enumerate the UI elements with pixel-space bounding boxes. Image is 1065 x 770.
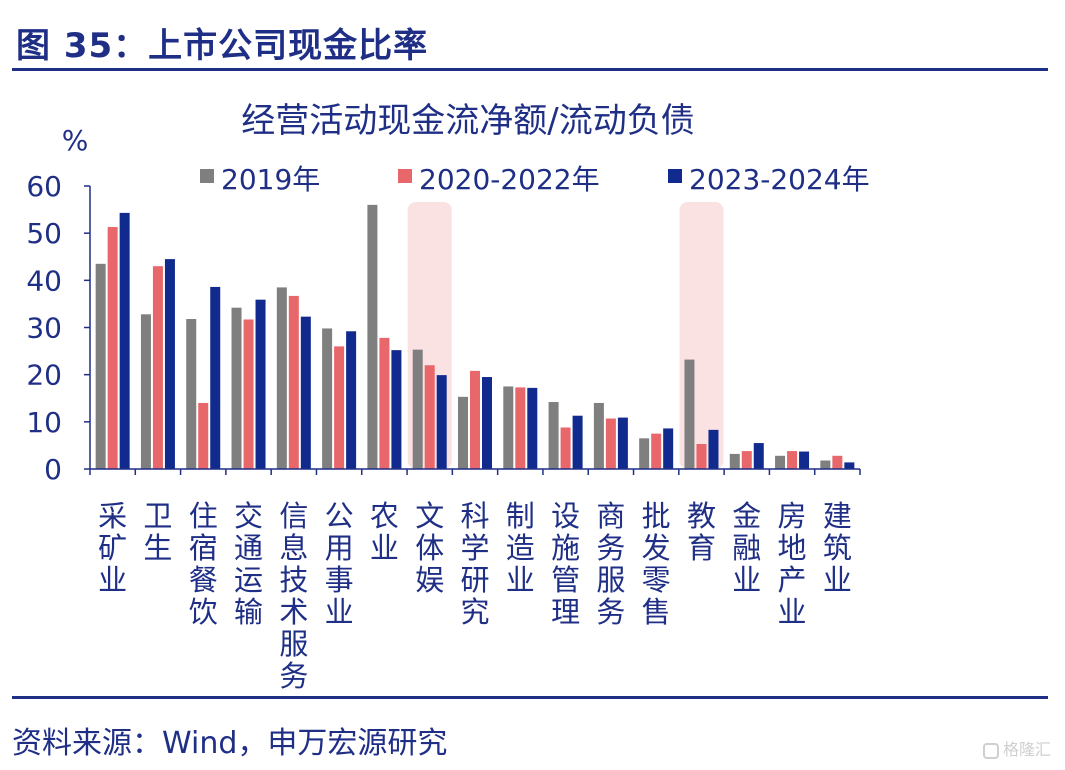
y-axis-unit: %	[62, 124, 89, 157]
x-tick-label: 批发零售	[642, 499, 671, 629]
bar	[696, 444, 707, 469]
axes	[89, 186, 861, 475]
x-tick-label: 设施管理	[551, 499, 580, 629]
bar	[288, 295, 299, 469]
bar	[741, 451, 752, 469]
bar	[572, 415, 583, 469]
bar	[617, 417, 628, 469]
x-tick-label: 卫生	[143, 499, 172, 565]
bar	[107, 227, 118, 469]
bar	[412, 349, 423, 469]
x-tick-label: 公用事业	[325, 499, 354, 629]
bar	[95, 263, 106, 469]
x-tick-label: 建筑业	[823, 499, 852, 597]
legend-swatch	[668, 169, 682, 183]
x-tick-label: 教育	[687, 499, 716, 565]
bar	[787, 451, 798, 469]
bar	[424, 365, 435, 469]
figure-title: 图 35：上市公司现金比率	[16, 26, 429, 66]
bar	[300, 316, 311, 469]
bar	[663, 428, 674, 469]
legend-label: 2019年	[221, 163, 320, 196]
legend-label: 2020-2022年	[419, 163, 600, 196]
x-tick-label: 商务服务	[596, 499, 625, 629]
bar	[605, 418, 616, 469]
bar	[346, 331, 357, 469]
bar	[119, 212, 130, 469]
bar	[729, 453, 740, 469]
bar	[820, 460, 831, 469]
source-note: 资料来源：Wind，申万宏源研究	[12, 726, 448, 761]
bar	[470, 370, 480, 469]
x-tick-label: 科学研究	[460, 499, 489, 629]
bar	[548, 402, 559, 469]
bar	[152, 266, 163, 469]
bar	[593, 402, 604, 469]
bottom-rule	[12, 696, 1048, 699]
bar	[198, 402, 209, 469]
bar	[753, 443, 764, 469]
bar	[708, 429, 719, 469]
bar	[140, 314, 151, 469]
bar	[276, 287, 287, 469]
legend-swatch	[200, 169, 214, 183]
legend: 2019年 2020-2022年 2023-2024年	[200, 163, 870, 196]
bar	[391, 350, 402, 469]
y-tick-label: 10	[26, 406, 62, 439]
bar	[684, 359, 695, 469]
x-tick-label: 金融业	[732, 499, 761, 597]
x-tick-label: 农业	[370, 499, 399, 565]
bar	[458, 396, 468, 469]
bar	[243, 319, 254, 469]
x-axis-labels: 采矿业卫生住宿餐饮交通运输信息技术服务公用事业农业文体娱科学研究制造业设施管理商…	[98, 499, 852, 693]
y-tick-label: 0	[44, 453, 62, 486]
x-tick-label: 采矿业	[98, 499, 127, 597]
bar	[639, 438, 650, 469]
bar	[334, 346, 345, 469]
watermark-text: 格隆汇	[1002, 740, 1051, 759]
top-rule	[12, 68, 1048, 71]
watermark-logo-icon	[982, 743, 999, 759]
bar	[515, 387, 526, 469]
x-tick-label: 文体娱	[415, 499, 444, 597]
bar	[832, 455, 843, 469]
chart: 经营活动现金流净额/流动负债 % 2019年 2020-2022年 2023-202…	[26, 101, 870, 693]
bar	[322, 328, 333, 469]
y-axis-ticks: 0 10 20 30 40 50 60	[26, 170, 90, 486]
y-tick-label: 30	[26, 312, 62, 345]
legend-swatch	[398, 169, 412, 183]
bar	[231, 307, 242, 469]
x-tick-label: 房地产业	[778, 499, 807, 629]
x-tick-label: 制造业	[506, 499, 535, 597]
x-tick-label: 住宿餐饮	[189, 499, 218, 629]
y-tick-label: 20	[26, 359, 62, 392]
bar	[186, 319, 197, 469]
bar	[164, 259, 175, 469]
bar	[210, 286, 221, 469]
legend-label: 2023-2024年	[689, 163, 870, 196]
bar	[482, 377, 492, 469]
bars	[95, 204, 855, 469]
x-tick-label: 信息技术服务	[279, 499, 308, 693]
bar	[367, 204, 378, 469]
bar	[379, 337, 390, 469]
bar	[436, 375, 447, 469]
bar	[503, 386, 514, 469]
y-tick-label: 50	[26, 217, 62, 250]
bar	[799, 451, 810, 469]
y-tick-label: 60	[26, 170, 62, 203]
bar	[560, 427, 571, 469]
bar	[255, 299, 266, 469]
bar	[844, 462, 855, 469]
y-tick-label: 40	[26, 264, 62, 297]
chart-title: 经营活动现金流净额/流动负债	[241, 101, 694, 141]
x-tick-label: 交通运输	[234, 499, 263, 629]
bar	[775, 455, 786, 469]
bar	[651, 433, 662, 469]
watermark: 格隆汇	[982, 736, 1051, 760]
bar	[527, 387, 538, 469]
